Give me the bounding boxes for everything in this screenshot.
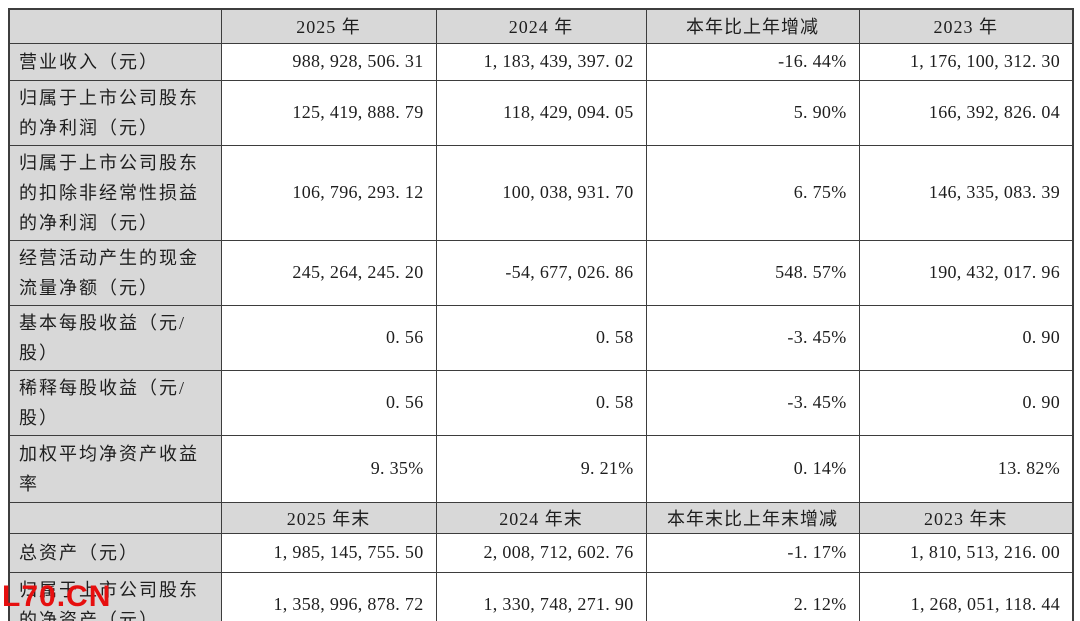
value-cell: 0. 58 xyxy=(435,369,647,436)
value-cell: 2. 12% xyxy=(645,571,860,621)
value-cell: 1, 358, 996, 878. 72 xyxy=(220,571,437,621)
value-cell: 146, 335, 083. 39 xyxy=(858,144,1074,241)
value-cell: -1. 17% xyxy=(645,532,860,573)
row-label: 营业收入（元） xyxy=(8,42,222,81)
value-cell: 245, 264, 245. 20 xyxy=(220,239,437,306)
column-header-2025: 2025 年 xyxy=(220,8,437,44)
row-label: 归属于上市公司股东的扣除非经常性损益的净利润（元） xyxy=(8,144,222,241)
table-row-operating-cash-flow: 经营活动产生的现金流量净额（元） 245, 264, 245. 20 -54, … xyxy=(8,239,1074,306)
table-row-operating-revenue: 营业收入（元） 988, 928, 506. 31 1, 183, 439, 3… xyxy=(8,42,1074,81)
value-cell: 1, 176, 100, 312. 30 xyxy=(858,42,1074,81)
value-cell: 166, 392, 826. 04 xyxy=(858,79,1074,146)
value-cell: 0. 58 xyxy=(435,304,647,371)
value-cell: -3. 45% xyxy=(645,369,860,436)
site-watermark: L70.CN xyxy=(2,580,112,613)
value-cell: 6. 75% xyxy=(645,144,860,241)
table-row-total-assets: 总资产（元） 1, 985, 145, 755. 50 2, 008, 712,… xyxy=(8,532,1074,573)
table-row-diluted-eps: 稀释每股收益（元/股） 0. 56 0. 58 -3. 45% 0. 90 xyxy=(8,369,1074,436)
value-cell: 1, 268, 051, 118. 44 xyxy=(858,571,1074,621)
value-cell: 1, 183, 439, 397. 02 xyxy=(435,42,647,81)
value-cell: 0. 90 xyxy=(858,304,1074,371)
table-row-net-profit: 归属于上市公司股东的净利润（元） 125, 419, 888. 79 118, … xyxy=(8,79,1074,146)
table-row-deducted-net-profit: 归属于上市公司股东的扣除非经常性损益的净利润（元） 106, 796, 293.… xyxy=(8,144,1074,241)
value-cell: 0. 56 xyxy=(220,369,437,436)
column-header-2024: 2024 年 xyxy=(435,8,647,44)
value-cell: 106, 796, 293. 12 xyxy=(220,144,437,241)
value-cell: -54, 677, 026. 86 xyxy=(435,239,647,306)
corner-cell xyxy=(8,8,222,44)
table-row-basic-eps: 基本每股收益（元/股） 0. 56 0. 58 -3. 45% 0. 90 xyxy=(8,304,1074,371)
value-cell: 0. 14% xyxy=(645,434,860,503)
row-label: 加权平均净资产收益率 xyxy=(8,434,222,503)
value-cell: -3. 45% xyxy=(645,304,860,371)
row-label: 基本每股收益（元/股） xyxy=(8,304,222,371)
column-header-2024-end: 2024 年末 xyxy=(435,501,647,534)
value-cell: 118, 429, 094. 05 xyxy=(435,79,647,146)
financial-summary-table: 2025 年 2024 年 本年比上年增减 2023 年 营业收入（元） 988… xyxy=(8,8,1074,621)
value-cell: 988, 928, 506. 31 xyxy=(220,42,437,81)
value-cell: 1, 985, 145, 755. 50 xyxy=(220,532,437,573)
column-header-yoy-end-change: 本年末比上年末增减 xyxy=(645,501,860,534)
row-label: 稀释每股收益（元/股） xyxy=(8,369,222,436)
value-cell: 125, 419, 888. 79 xyxy=(220,79,437,146)
value-cell: 9. 21% xyxy=(435,434,647,503)
row-label: 经营活动产生的现金流量净额（元） xyxy=(8,239,222,306)
value-cell: -16. 44% xyxy=(645,42,860,81)
column-header-yoy-change: 本年比上年增减 xyxy=(645,8,860,44)
table-row-weighted-avg-roe: 加权平均净资产收益率 9. 35% 9. 21% 0. 14% 13. 82% xyxy=(8,434,1074,503)
value-cell: 548. 57% xyxy=(645,239,860,306)
value-cell: 1, 330, 748, 271. 90 xyxy=(435,571,647,621)
row-label: 归属于上市公司股东的净资产（元） xyxy=(8,571,222,621)
value-cell: 1, 810, 513, 216. 00 xyxy=(858,532,1074,573)
column-header-2023-end: 2023 年末 xyxy=(858,501,1074,534)
column-header-2025-end: 2025 年末 xyxy=(220,501,437,534)
value-cell: 5. 90% xyxy=(645,79,860,146)
value-cell: 0. 90 xyxy=(858,369,1074,436)
value-cell: 9. 35% xyxy=(220,434,437,503)
table-row-net-assets: 归属于上市公司股东的净资产（元） 1, 358, 996, 878. 72 1,… xyxy=(8,571,1074,621)
value-cell: 190, 432, 017. 96 xyxy=(858,239,1074,306)
column-header-2023: 2023 年 xyxy=(858,8,1074,44)
value-cell: 0. 56 xyxy=(220,304,437,371)
section1-header-row: 2025 年 2024 年 本年比上年增减 2023 年 xyxy=(8,8,1074,44)
corner-cell xyxy=(8,501,222,534)
row-label: 归属于上市公司股东的净利润（元） xyxy=(8,79,222,146)
value-cell: 2, 008, 712, 602. 76 xyxy=(435,532,647,573)
value-cell: 100, 038, 931. 70 xyxy=(435,144,647,241)
value-cell: 13. 82% xyxy=(858,434,1074,503)
section2-header-row: 2025 年末 2024 年末 本年末比上年末增减 2023 年末 xyxy=(8,501,1074,534)
row-label: 总资产（元） xyxy=(8,532,222,573)
